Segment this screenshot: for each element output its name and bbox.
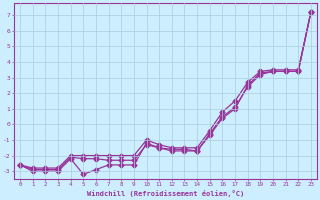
X-axis label: Windchill (Refroidissement éolien,°C): Windchill (Refroidissement éolien,°C) bbox=[87, 190, 244, 197]
